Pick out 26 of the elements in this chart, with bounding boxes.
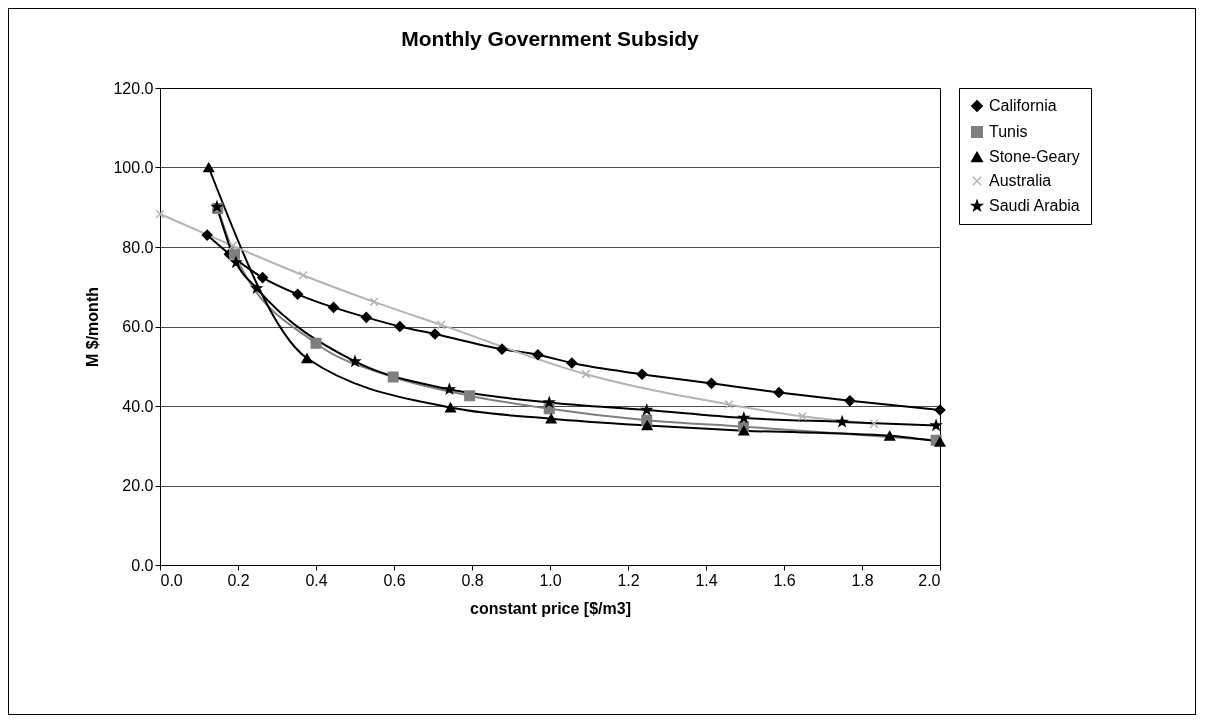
y-tick-label: 40.0 (122, 397, 154, 415)
y-axis-title: M $/month (84, 287, 102, 367)
x-tick-label: 0.6 (383, 571, 406, 589)
x-tick-label: 1.8 (851, 571, 874, 589)
y-tick-label: 0.0 (131, 556, 154, 574)
x-tick-label: 0.8 (461, 571, 484, 589)
x-tick-label: 1.4 (695, 571, 718, 589)
x-tick-label: 0.2 (227, 571, 250, 589)
legend-label: California (989, 97, 1057, 114)
legend-label: Australia (989, 172, 1052, 189)
legend-label: Tunis (989, 123, 1028, 140)
legend-label: Saudi Arabia (989, 197, 1080, 214)
x-tick-label: 1.6 (773, 571, 796, 589)
x-tick-label: 0.4 (305, 571, 328, 589)
x-tick-label: 1.2 (617, 571, 640, 589)
y-tick-label: 20.0 (122, 477, 154, 494)
chart-title: Monthly Government Subsidy (401, 27, 700, 50)
legend-label: Stone-Geary (989, 148, 1080, 165)
y-tick-label: 60.0 (122, 318, 154, 335)
x-tick-label: 0.0 (160, 571, 183, 589)
x-tick-label: 2.0 (918, 571, 941, 589)
x-tick-label: 1.0 (539, 571, 562, 589)
y-tick-label: 120.0 (113, 79, 154, 97)
y-tick-label: 80.0 (122, 238, 154, 256)
y-tick-label: 100.0 (113, 159, 154, 176)
x-axis-title: constant price [$/m3] (470, 599, 631, 617)
